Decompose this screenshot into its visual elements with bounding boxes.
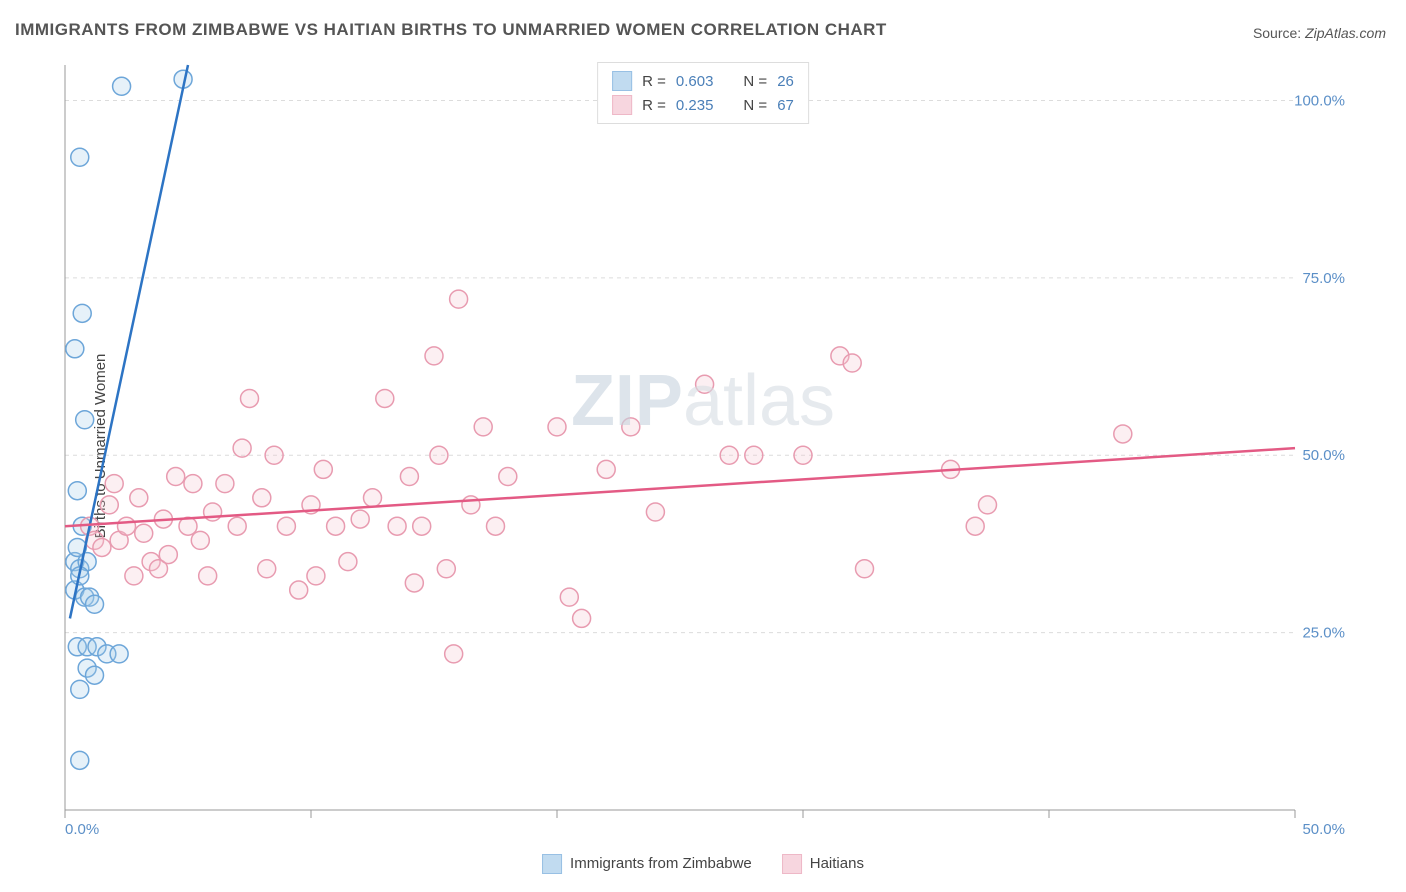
n-value: 67 bbox=[777, 97, 794, 114]
r-label: R = bbox=[642, 73, 666, 90]
svg-text:0.0%: 0.0% bbox=[65, 821, 99, 838]
svg-text:50.0%: 50.0% bbox=[1302, 447, 1345, 464]
svg-text:25.0%: 25.0% bbox=[1302, 625, 1345, 642]
legend-swatch bbox=[542, 854, 562, 874]
n-label: N = bbox=[743, 73, 767, 90]
r-value: 0.603 bbox=[676, 73, 714, 90]
legend-series-name: Haitians bbox=[810, 855, 864, 872]
source-value: ZipAtlas.com bbox=[1305, 25, 1386, 41]
source-label: Source: bbox=[1253, 25, 1301, 41]
n-label: N = bbox=[743, 97, 767, 114]
svg-text:50.0%: 50.0% bbox=[1302, 821, 1345, 838]
legend-swatch bbox=[612, 71, 632, 91]
n-value: 26 bbox=[777, 73, 794, 90]
legend-row: R = 0.603 N = 26 bbox=[612, 69, 794, 93]
svg-text:100.0%: 100.0% bbox=[1294, 92, 1345, 109]
correlation-legend: R = 0.603 N = 26 R = 0.235 N = 67 bbox=[597, 62, 809, 124]
bottom-legend-item: Immigrants from Zimbabwe bbox=[542, 854, 752, 874]
bottom-legend-item: Haitians bbox=[782, 854, 864, 874]
chart-container: IMMIGRANTS FROM ZIMBABWE VS HAITIAN BIRT… bbox=[0, 0, 1406, 892]
series-legend: Immigrants from Zimbabwe Haitians bbox=[542, 854, 864, 874]
legend-series-name: Immigrants from Zimbabwe bbox=[570, 855, 752, 872]
source-attribution: Source: ZipAtlas.com bbox=[1253, 25, 1386, 41]
scatter-plot: 25.0% 50.0% 75.0% 100.0% 0.0% 50.0% bbox=[55, 60, 1355, 840]
legend-swatch bbox=[612, 95, 632, 115]
legend-swatch bbox=[782, 854, 802, 874]
r-label: R = bbox=[642, 97, 666, 114]
r-value: 0.235 bbox=[676, 97, 714, 114]
svg-text:75.0%: 75.0% bbox=[1302, 270, 1345, 287]
chart-title: IMMIGRANTS FROM ZIMBABWE VS HAITIAN BIRT… bbox=[15, 20, 887, 40]
legend-row: R = 0.235 N = 67 bbox=[612, 93, 794, 117]
